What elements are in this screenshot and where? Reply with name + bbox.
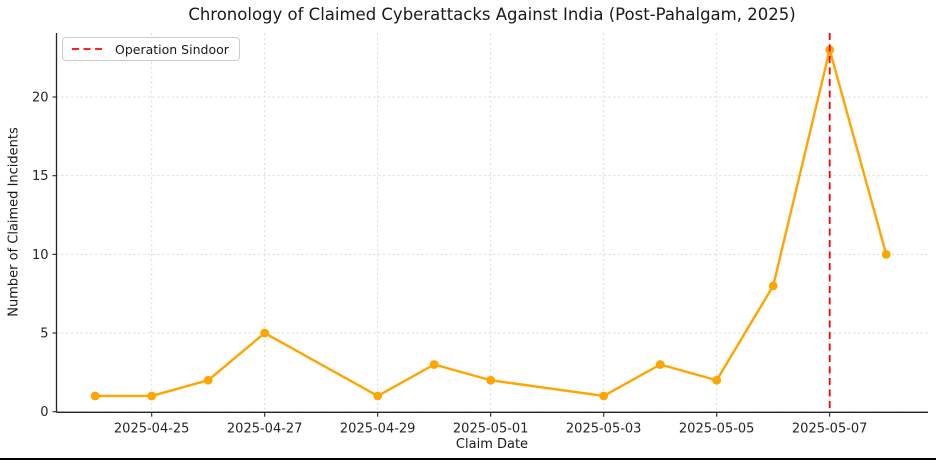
data-point-marker	[260, 328, 270, 338]
data-point-marker	[90, 391, 100, 401]
x-tick-label: 2025-04-25	[114, 422, 190, 437]
data-point-marker	[599, 391, 609, 401]
y-axis-label: Number of Claimed Incidents	[6, 127, 22, 317]
y-tick-label: 5	[40, 327, 48, 342]
window-bottom-border	[0, 458, 936, 460]
legend-label: Operation Sindoor	[115, 41, 229, 57]
y-tick-label: 0	[40, 405, 48, 420]
data-point-marker	[712, 375, 722, 385]
data-point-marker	[486, 375, 496, 385]
y-tick-label: 10	[32, 248, 49, 263]
x-tick-label: 2025-05-07	[792, 422, 868, 437]
x-tick-label: 2025-04-29	[340, 422, 416, 437]
data-point-marker	[429, 360, 439, 369]
data-point-marker	[768, 281, 778, 291]
legend: Operation Sindoor	[62, 37, 240, 61]
data-point-marker	[655, 360, 665, 369]
x-axis-label: Claim Date	[455, 437, 529, 452]
x-tick-label: 2025-04-27	[227, 422, 303, 437]
data-point-marker	[147, 391, 157, 401]
legend-dashed-line-swatch	[72, 48, 106, 50]
y-tick-label: 20	[32, 91, 49, 106]
chart-title: Chronology of Claimed Cyberattacks Again…	[188, 5, 796, 24]
y-tick-label: 15	[32, 169, 49, 184]
x-tick-label: 2025-05-05	[679, 422, 755, 437]
data-point-marker	[203, 375, 213, 385]
data-point-marker	[373, 391, 383, 401]
x-tick-label: 2025-05-01	[453, 422, 529, 437]
data-point-marker	[881, 249, 891, 259]
x-tick-label: 2025-05-03	[566, 422, 642, 437]
